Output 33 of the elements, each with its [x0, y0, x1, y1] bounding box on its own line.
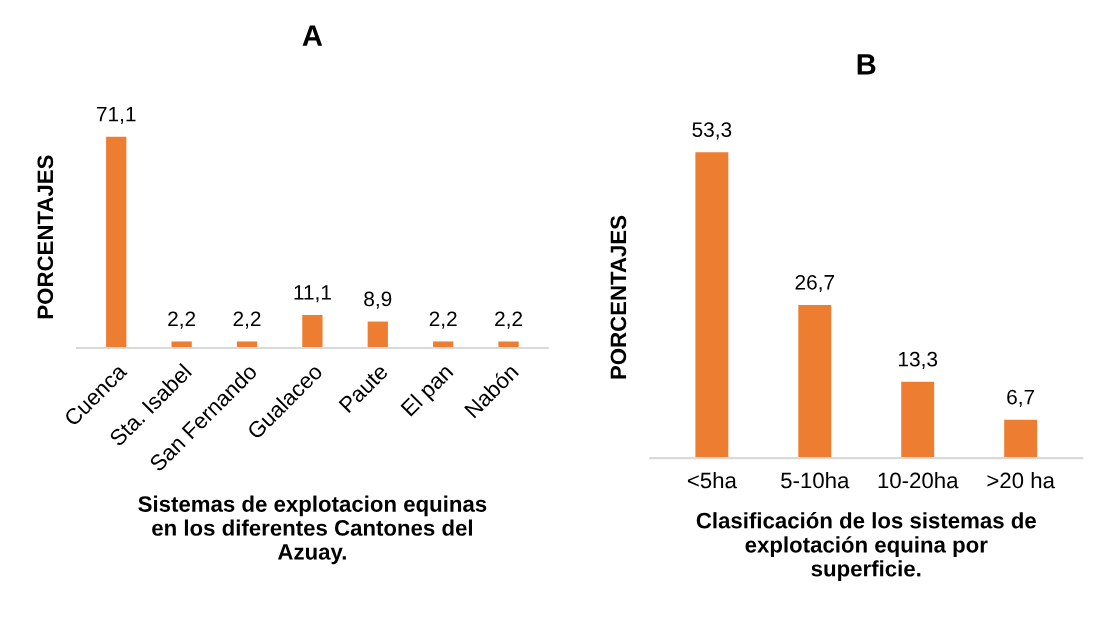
x-axis-title: Sistemas de explotacion equinas en los diferentes Cantones del Azuay. — [138, 495, 487, 565]
bar — [498, 341, 519, 348]
bar — [695, 152, 729, 459]
data-label: 2,2 — [233, 311, 261, 329]
data-label: 8,9 — [364, 291, 392, 309]
x-tick-label: >20 ha — [987, 471, 1055, 489]
bar — [106, 136, 127, 348]
bar — [302, 315, 323, 348]
chart-title: B — [857, 54, 876, 75]
data-label: 2,2 — [429, 311, 457, 329]
data-label: 11,1 — [294, 285, 331, 303]
data-label: 2,2 — [495, 311, 522, 329]
y-axis-title: PORCENTAJES — [37, 155, 54, 319]
bar — [171, 341, 192, 348]
data-label: 53,3 — [692, 122, 732, 140]
x-axis-title: Clasificación de los sistemas de explotación equina por superficie. — [696, 511, 1036, 581]
bar — [433, 341, 454, 348]
data-label: 2,2 — [168, 311, 196, 329]
bar — [798, 304, 832, 459]
x-tick-label: <5ha — [687, 471, 737, 489]
x-tick-label: El pan — [399, 362, 457, 420]
bar — [236, 341, 258, 348]
data-label: 6,7 — [1007, 389, 1035, 407]
y-axis-title: PORCENTAJES — [610, 215, 627, 379]
x-tick-label: 10-20ha — [878, 471, 959, 489]
bar — [367, 321, 388, 348]
chart-title: A — [302, 25, 323, 46]
bar — [901, 381, 935, 459]
bar — [1004, 419, 1038, 459]
data-label: 71,1 — [97, 107, 136, 124]
x-tick-label: 5-10ha — [781, 471, 850, 489]
data-label: 13,3 — [899, 351, 938, 370]
data-label: 26,7 — [795, 274, 835, 293]
